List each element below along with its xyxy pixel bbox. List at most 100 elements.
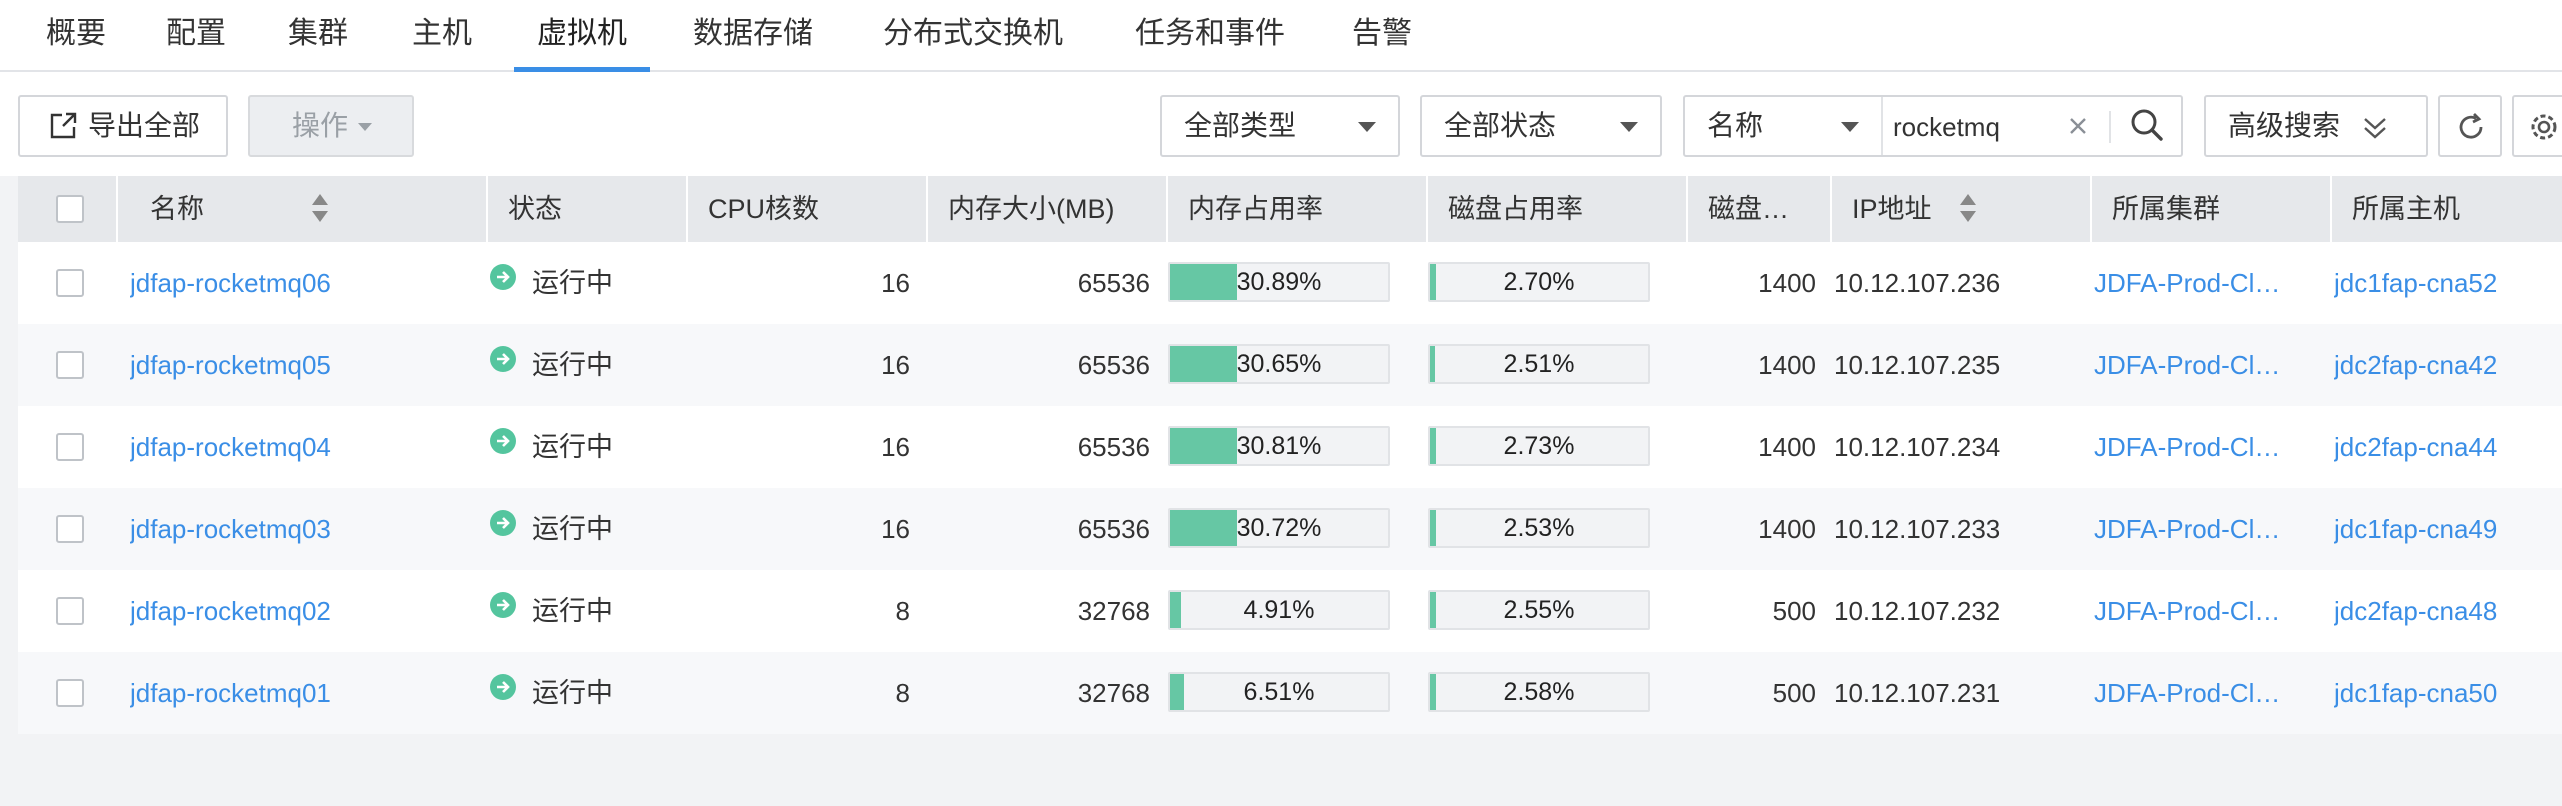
table-row[interactable]: jdfap-rocketmq04 运行中 16 65536 30.81% 2.73% 140… (18, 406, 2562, 488)
status-text: 运行中 (532, 596, 613, 626)
cluster-link[interactable]: JDFA-Prod-Cl… (2094, 432, 2281, 462)
search-input[interactable] (1891, 105, 2045, 149)
clear-icon[interactable] (2063, 111, 2093, 141)
advanced-search-label: 高级搜索 (2228, 110, 2341, 141)
tab-dvswitch[interactable]: 分布式交换机 (883, 17, 1063, 50)
export-icon (50, 112, 77, 139)
disk-size: 1400 (1758, 268, 1816, 298)
cluster-link[interactable]: JDFA-Prod-Cl… (2094, 514, 2281, 544)
status-filter-select[interactable]: 全部状态 (1420, 95, 1662, 157)
row-checkbox[interactable] (56, 679, 84, 707)
header-name[interactable]: 名称 (118, 176, 488, 242)
refresh-button[interactable] (2438, 95, 2502, 157)
running-status-icon (490, 510, 516, 536)
advanced-search-button[interactable]: 高级搜索 (2204, 95, 2428, 157)
memory-usage-bar: 30.81% (1168, 426, 1390, 466)
host-link[interactable]: jdc1fap-cna52 (2334, 268, 2498, 298)
cluster-link[interactable]: JDFA-Prod-Cl… (2094, 350, 2281, 380)
row-checkbox[interactable] (56, 351, 84, 379)
memory-usage-text: 30.89% (1236, 268, 1322, 296)
disk-usage-bar: 2.53% (1428, 508, 1650, 548)
type-filter-select[interactable]: 全部类型 (1160, 95, 1400, 157)
row-checkbox[interactable] (56, 433, 84, 461)
memory-usage-fill (1170, 674, 1185, 710)
search-field-select[interactable]: 名称 (1685, 97, 1883, 155)
disk-usage-text: 2.53% (1503, 514, 1575, 542)
row-checkbox[interactable] (56, 515, 84, 543)
host-link[interactable]: jdc2fap-cna44 (2334, 432, 2498, 462)
cpu-cores: 16 (881, 268, 910, 298)
tab-alarms[interactable]: 告警 (1352, 17, 1412, 50)
disk-usage-text: 2.51% (1503, 350, 1575, 378)
memory-usage-fill (1170, 346, 1237, 382)
host-link[interactable]: jdc2fap-cna48 (2334, 596, 2498, 626)
header-host: 所属主机 (2352, 194, 2460, 224)
table-row[interactable]: jdfap-rocketmq05 运行中 16 65536 30.65% 2.51% 140… (18, 324, 2562, 406)
disk-size: 500 (1772, 596, 1816, 626)
action-dropdown-button[interactable]: 操作 (248, 95, 414, 157)
vm-table: 名称 状态 CPU核数 内存大小(MB) 内存占用率 磁盘占用率 磁盘… IP地… (18, 176, 2562, 734)
vm-name-link[interactable]: jdfap-rocketmq06 (130, 268, 331, 298)
disk-size: 1400 (1758, 432, 1816, 462)
refresh-icon (2459, 113, 2483, 139)
disk-usage-bar: 2.70% (1428, 262, 1650, 302)
disk-usage-fill (1430, 264, 1436, 300)
status-text: 运行中 (532, 350, 613, 380)
vm-name-link[interactable]: jdfap-rocketmq02 (130, 596, 331, 626)
tab-cluster[interactable]: 集群 (288, 17, 348, 50)
cpu-cores: 16 (881, 350, 910, 380)
vm-name-link[interactable]: jdfap-rocketmq04 (130, 432, 331, 462)
vm-name-link[interactable]: jdfap-rocketmq03 (130, 514, 331, 544)
table-row[interactable]: jdfap-rocketmq03 运行中 16 65536 30.72% 2.53% 140… (18, 488, 2562, 570)
vm-name-link[interactable]: jdfap-rocketmq05 (130, 350, 331, 380)
double-chevron-down-icon (2364, 118, 2386, 139)
tab-datastore[interactable]: 数据存储 (693, 17, 813, 50)
type-filter-value: 全部类型 (1184, 110, 1297, 141)
table-row[interactable]: jdfap-rocketmq06 运行中 16 65536 30.89% 2.70% 140… (18, 242, 2562, 324)
ip-address: 10.12.107.231 (1834, 678, 2001, 708)
host-link[interactable]: jdc1fap-cna50 (2334, 678, 2498, 708)
cluster-link[interactable]: JDFA-Prod-Cl… (2094, 268, 2281, 298)
table-row[interactable]: jdfap-rocketmq01 运行中 8 32768 6.51% 2.58% 500 10… (18, 652, 2562, 734)
memory-usage-text: 6.51% (1243, 678, 1315, 706)
tab-host[interactable]: 主机 (412, 17, 472, 50)
tab-tasks-events[interactable]: 任务和事件 (1135, 17, 1285, 50)
search-icon[interactable] (2129, 107, 2165, 143)
select-all-checkbox[interactable] (56, 195, 84, 223)
disk-usage-fill (1430, 346, 1436, 382)
sort-icon (1960, 194, 1976, 222)
tab-bar: 概要 配置 集群 主机 虚拟机 数据存储 分布式交换机 任务和事件 告警 (0, 0, 2562, 72)
table-row[interactable]: jdfap-rocketmq02 运行中 8 32768 4.91% 2.55% 500 10… (18, 570, 2562, 652)
host-link[interactable]: jdc2fap-cna42 (2334, 350, 2498, 380)
ip-address: 10.12.107.234 (1834, 432, 2001, 462)
memory-size: 65536 (1077, 514, 1150, 544)
table-body: jdfap-rocketmq06 运行中 16 65536 30.89% 2.70% 140… (18, 242, 2562, 734)
cluster-link[interactable]: JDFA-Prod-Cl… (2094, 678, 2281, 708)
header-ip[interactable]: IP地址 (1832, 176, 2092, 242)
tab-vm[interactable]: 虚拟机 (514, 0, 650, 72)
disk-size: 500 (1772, 678, 1816, 708)
running-status-icon (490, 346, 516, 372)
cluster-link[interactable]: JDFA-Prod-Cl… (2094, 596, 2281, 626)
gear-icon (2531, 114, 2557, 140)
memory-usage-bar: 30.72% (1168, 508, 1390, 548)
host-link[interactable]: jdc1fap-cna49 (2334, 514, 2498, 544)
row-checkbox[interactable] (56, 269, 84, 297)
memory-size: 32768 (1077, 596, 1150, 626)
search-divider (2109, 111, 2111, 143)
memory-usage-text: 30.81% (1236, 432, 1322, 460)
header-disk: 磁盘… (1688, 176, 1832, 242)
running-status-icon (490, 264, 516, 290)
vm-name-link[interactable]: jdfap-rocketmq01 (130, 678, 331, 708)
memory-usage-fill (1170, 428, 1238, 464)
tab-config[interactable]: 配置 (166, 17, 226, 50)
status-text: 运行中 (532, 432, 613, 462)
export-all-button[interactable]: 导出全部 (18, 95, 228, 157)
header-status: 状态 (488, 176, 688, 242)
row-checkbox[interactable] (56, 597, 84, 625)
memory-usage-bar: 6.51% (1168, 672, 1390, 712)
settings-button[interactable] (2512, 95, 2562, 157)
running-status-icon (490, 592, 516, 618)
table-header: 名称 状态 CPU核数 内存大小(MB) 内存占用率 磁盘占用率 磁盘… IP地… (18, 176, 2562, 242)
tab-overview[interactable]: 概要 (46, 17, 106, 50)
